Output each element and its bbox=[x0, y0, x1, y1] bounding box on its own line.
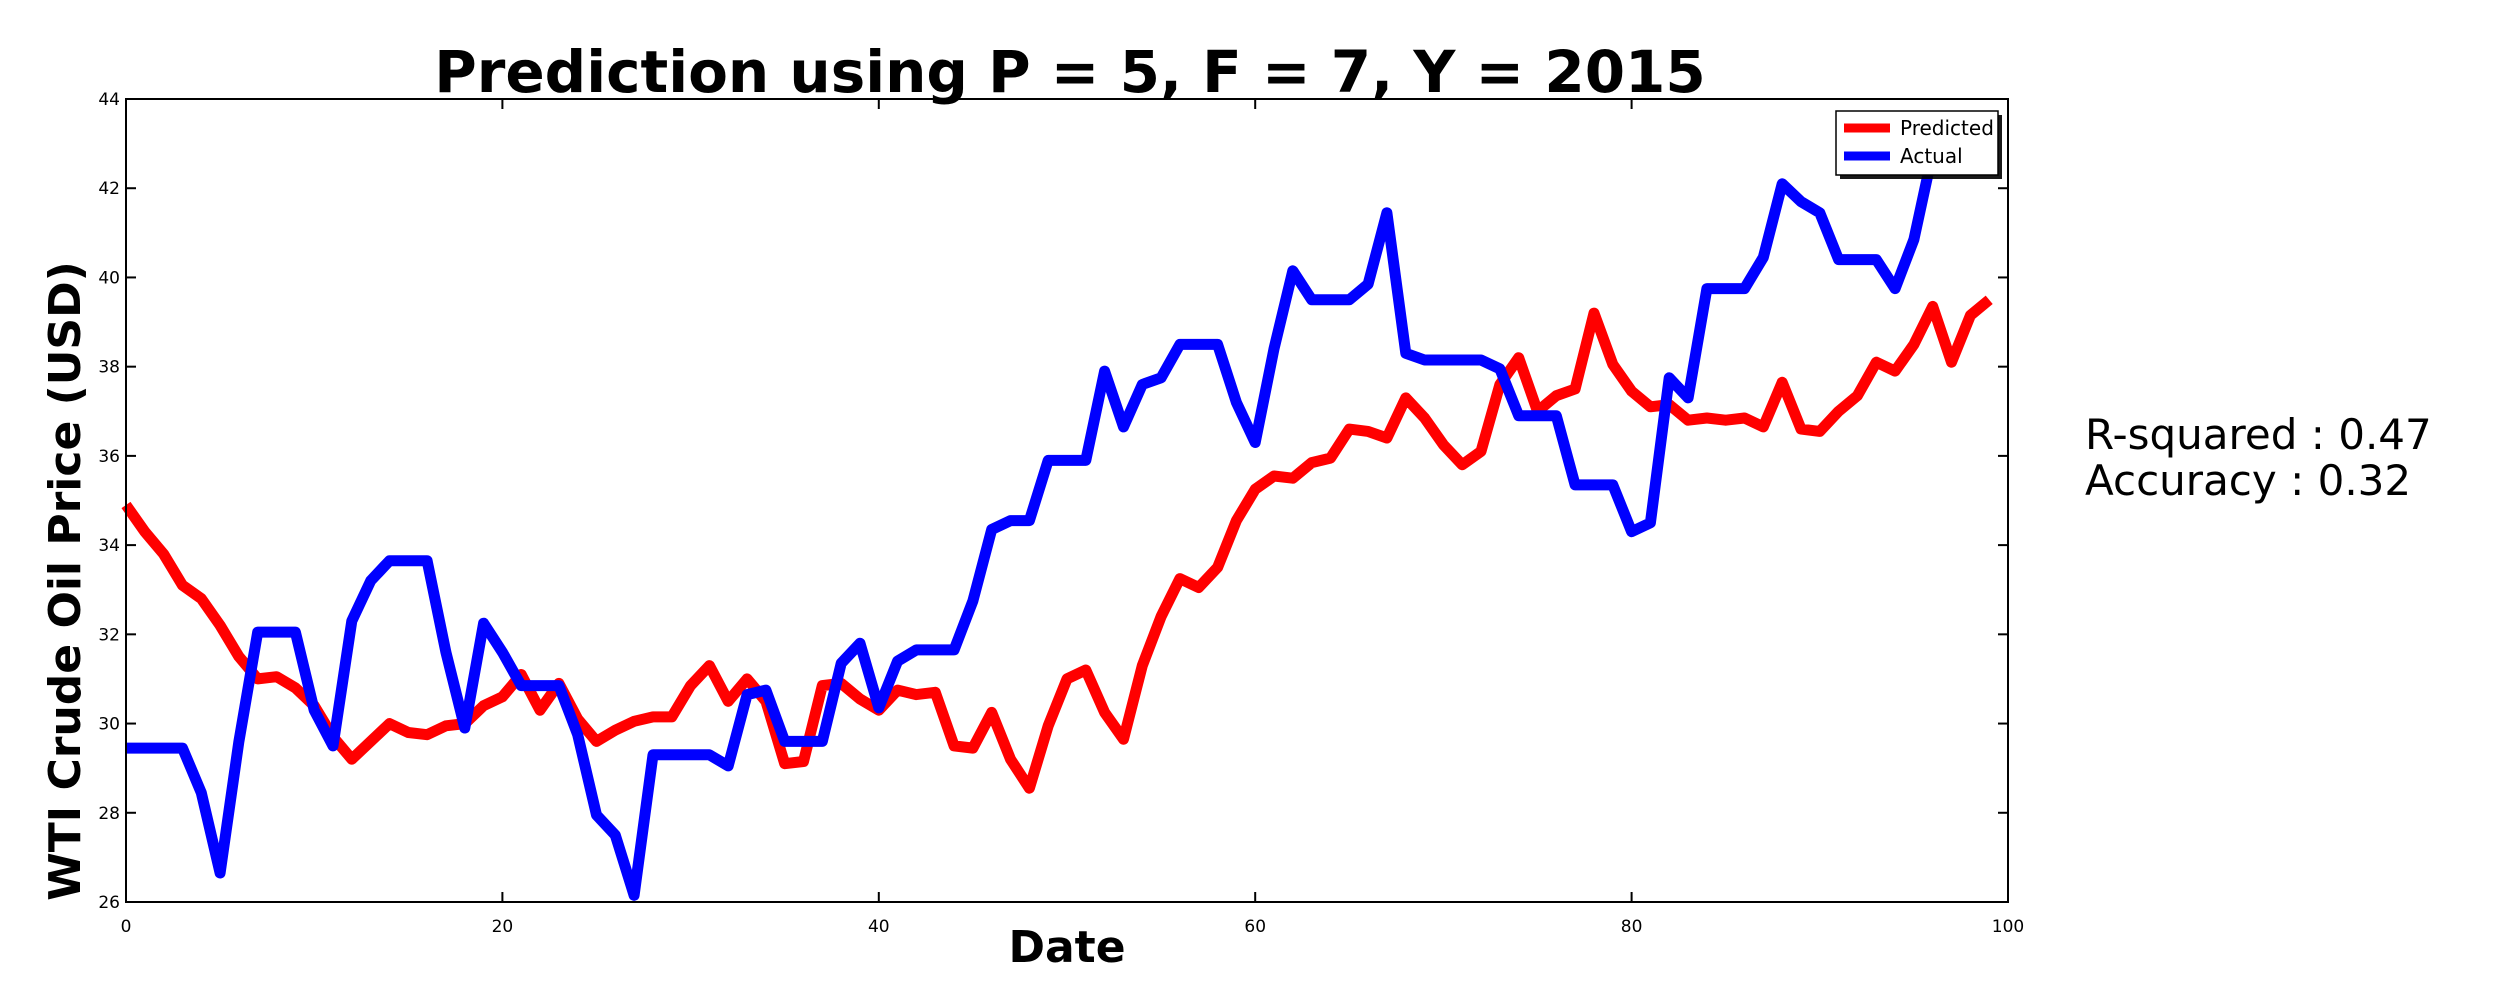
y-tick-label: 28 bbox=[98, 804, 120, 824]
r-squared-text: R-squared : 0.47 bbox=[2085, 410, 2432, 459]
y-tick-label: 36 bbox=[98, 447, 120, 467]
legend bbox=[1835, 110, 1999, 176]
x-tick-label: 100 bbox=[1992, 917, 2024, 937]
y-tick-label: 42 bbox=[98, 179, 120, 199]
y-tick-label: 44 bbox=[98, 90, 120, 110]
x-tick-label: 20 bbox=[492, 917, 514, 937]
legend-label: Predicted bbox=[1900, 116, 1994, 140]
y-axis-label: WTI Crude Oil Price (USD) bbox=[40, 261, 91, 901]
y-tick-label: 40 bbox=[98, 268, 120, 288]
chart-title: Prediction using P = 5, F = 7, Y = 2015 bbox=[434, 38, 1706, 106]
y-tick-label: 30 bbox=[98, 715, 120, 735]
x-tick-label: 80 bbox=[1621, 917, 1643, 937]
y-tick-label: 38 bbox=[98, 358, 120, 378]
x-axis-label: Date bbox=[1008, 922, 1125, 973]
x-tick-label: 60 bbox=[1244, 917, 1266, 937]
plot-area bbox=[125, 98, 2009, 903]
stats-box: R-squared : 0.47 Accuracy : 0.32 bbox=[2085, 412, 2432, 504]
series-line-predicted bbox=[121, 295, 1993, 794]
legend-label: Actual bbox=[1900, 144, 1963, 168]
y-tick-label: 34 bbox=[98, 536, 120, 556]
x-tick-label: 40 bbox=[868, 917, 890, 937]
x-tick-label: 0 bbox=[121, 917, 132, 937]
y-tick-label: 26 bbox=[98, 893, 120, 913]
series-line-actual bbox=[126, 151, 1939, 901]
y-tick-label: 32 bbox=[98, 625, 120, 645]
accuracy-text: Accuracy : 0.32 bbox=[2085, 456, 2412, 505]
